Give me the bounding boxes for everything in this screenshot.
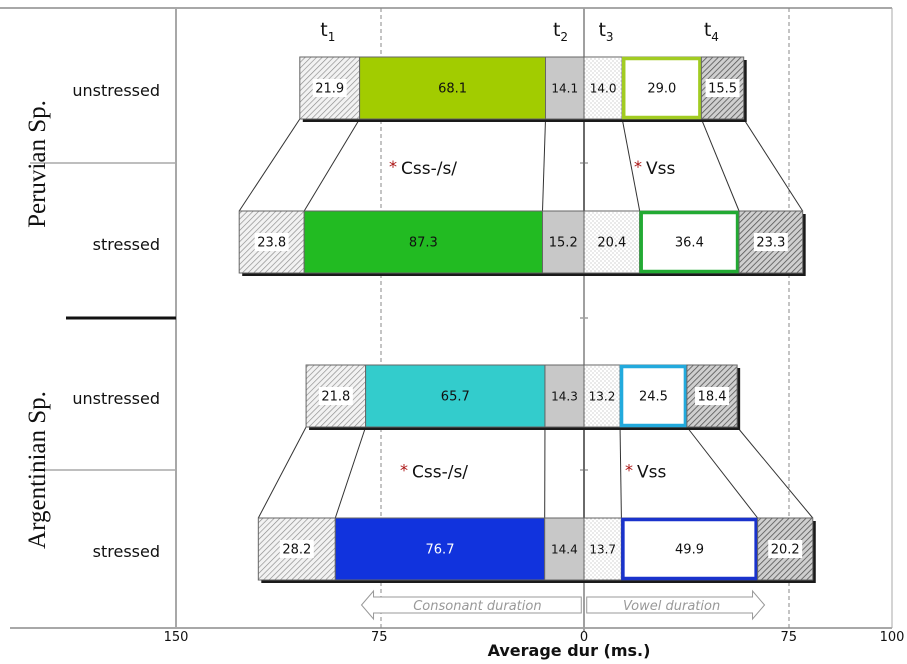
- peruvian-sp-connector-5: [701, 119, 739, 211]
- peruvian-sp-unstressed-value-label-6: 15.5: [708, 82, 737, 97]
- time-marker-t3: t3: [598, 19, 613, 44]
- argentinian-sp-unstressed-value-label-3: 14.3: [551, 390, 578, 404]
- peruvian-sp-unstressed-row-label: unstressed: [72, 81, 160, 100]
- argentinian-sp-stressed-value-label-6: 20.2: [771, 543, 800, 558]
- argentinian-sp-stressed-value-label-3: 14.4: [551, 543, 578, 557]
- argentinian-sp-stressed-value-label-5: 49.9: [675, 543, 704, 558]
- argentinian-sp-group-label: Argentinian Sp.: [24, 391, 51, 549]
- peruvian-sp-group-label: Peruvian Sp.: [24, 100, 51, 228]
- argentinian-sp-vowel-label: Vss: [637, 463, 666, 483]
- argentinian-sp-unstressed-value-label-5: 24.5: [639, 390, 668, 405]
- argentinian-sp-consonant-label: Css-/s/: [412, 463, 468, 483]
- peruvian-sp-vowel-label: Vss: [646, 159, 675, 179]
- argentinian-sp-consonant-asterisk: *: [400, 461, 408, 480]
- argentinian-sp-stressed-value-label-4: 13.7: [589, 543, 616, 557]
- x-axis-title: Average dur (ms.): [488, 641, 651, 660]
- bar-layer: [239, 57, 816, 583]
- peruvian-sp-stressed-value-label-6: 23.3: [756, 236, 785, 251]
- peruvian-sp-connector-1: [304, 119, 359, 211]
- peruvian-sp-connector-0: [239, 119, 300, 211]
- argentinian-sp-unstressed-value-label-6: 18.4: [698, 390, 727, 405]
- peruvian-sp-consonant-asterisk: *: [389, 157, 397, 176]
- argentinian-sp-connector-1: [335, 427, 365, 518]
- argentinian-sp-unstressed-value-label-1: 21.8: [321, 390, 350, 405]
- argentinian-sp-stressed-row-label: stressed: [93, 542, 160, 561]
- argentinian-sp-connector-5: [687, 427, 758, 518]
- argentinian-sp-connector-4: [620, 427, 621, 518]
- argentinian-sp-unstressed-row-label: unstressed: [72, 389, 160, 408]
- argentinian-sp-connector-6: [737, 427, 813, 518]
- peruvian-sp-stressed-row-label: stressed: [93, 235, 160, 254]
- peruvian-sp-stressed-value-label-3: 15.2: [549, 236, 578, 251]
- peruvian-sp-unstressed-value-label-1: 21.9: [315, 82, 344, 97]
- peruvian-sp-connector-6: [744, 119, 803, 211]
- x-tick-label-3: 75: [780, 630, 797, 645]
- peruvian-sp-unstressed-value-label-2: 68.1: [438, 82, 467, 97]
- peruvian-sp-stressed-value-label-1: 23.8: [257, 236, 286, 251]
- x-tick-label-1: 75: [371, 630, 388, 645]
- argentinian-sp-stressed-value-label-1: 28.2: [282, 543, 311, 558]
- argentinian-sp-stressed-value-label-2: 76.7: [426, 543, 455, 558]
- peruvian-sp-stressed-value-label-2: 87.3: [409, 236, 438, 251]
- peruvian-sp-unstressed-value-label-4: 14.0: [590, 82, 617, 96]
- peruvian-sp-consonant-label: Css-/s/: [401, 159, 457, 179]
- time-marker-t2: t2: [553, 19, 568, 44]
- x-tick-label-4: 100: [880, 630, 905, 645]
- consonant-duration-label: Consonant duration: [413, 599, 541, 614]
- argentinian-sp-vowel-asterisk: *: [625, 461, 633, 480]
- vowel-duration-label: Vowel duration: [623, 599, 720, 614]
- peruvian-sp-vowel-asterisk: *: [634, 157, 642, 176]
- time-marker-t1: t1: [320, 19, 335, 44]
- peruvian-sp-connector-2: [543, 119, 546, 211]
- argentinian-sp-unstressed-value-label-2: 65.7: [441, 390, 470, 405]
- argentinian-sp-unstressed-value-label-4: 13.2: [589, 390, 616, 404]
- argentinian-sp-connector-0: [258, 427, 306, 518]
- peruvian-sp-unstressed-value-label-5: 29.0: [647, 82, 676, 97]
- peruvian-sp-unstressed-value-label-3: 14.1: [551, 82, 578, 96]
- peruvian-sp-stressed-value-label-5: 36.4: [675, 236, 704, 251]
- peruvian-sp-stressed-value-label-4: 20.4: [597, 236, 626, 251]
- time-marker-t4: t4: [704, 19, 719, 44]
- x-tick-label-0: 150: [164, 630, 189, 645]
- connector-lines: [239, 119, 813, 518]
